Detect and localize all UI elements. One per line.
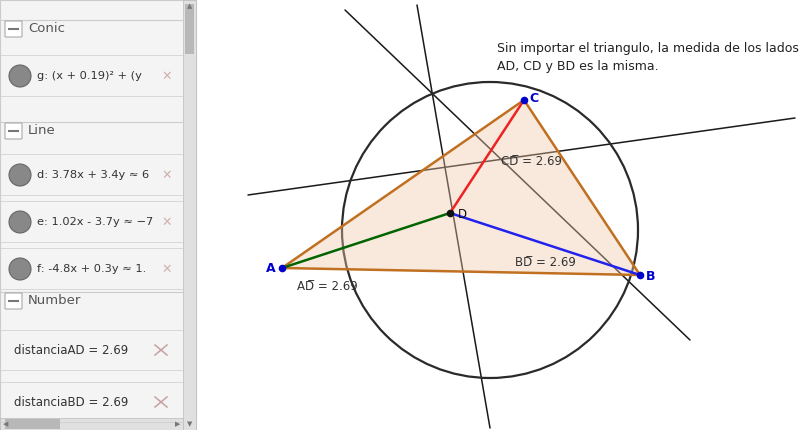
Text: ✕: ✕ <box>162 169 172 181</box>
Text: D: D <box>458 208 467 221</box>
Text: B: B <box>646 270 656 283</box>
Text: CD̅ = 2.69: CD̅ = 2.69 <box>501 155 562 168</box>
Bar <box>0 418 183 430</box>
FancyBboxPatch shape <box>5 123 22 139</box>
Text: Line: Line <box>28 125 56 138</box>
FancyBboxPatch shape <box>5 293 22 309</box>
Text: e: 1.02x - 3.7y ≈ −7: e: 1.02x - 3.7y ≈ −7 <box>37 217 154 227</box>
Polygon shape <box>282 100 640 275</box>
Circle shape <box>9 65 31 87</box>
Bar <box>5 419 60 429</box>
Bar <box>183 0 196 430</box>
Text: g: (x + 0.19)² + (y: g: (x + 0.19)² + (y <box>37 71 142 81</box>
Text: ▲: ▲ <box>187 3 192 9</box>
Text: ✕: ✕ <box>162 215 172 228</box>
Text: BD̅ = 2.69: BD̅ = 2.69 <box>515 255 576 268</box>
Text: Conic: Conic <box>28 22 65 36</box>
Circle shape <box>9 258 31 280</box>
Circle shape <box>9 164 31 186</box>
Text: d: 3.78x + 3.4y ≈ 6: d: 3.78x + 3.4y ≈ 6 <box>37 170 149 180</box>
Text: Sin importar el triangulo, la medida de los lados
AD, CD y BD es la misma.: Sin importar el triangulo, la medida de … <box>497 42 799 73</box>
Text: distanciaAD = 2.69: distanciaAD = 2.69 <box>14 344 128 356</box>
Text: distanciaBD = 2.69: distanciaBD = 2.69 <box>14 396 128 408</box>
Text: Number: Number <box>28 295 82 307</box>
Text: ✕: ✕ <box>162 70 172 83</box>
Text: ▼: ▼ <box>187 421 192 427</box>
Text: AD̅ = 2.69: AD̅ = 2.69 <box>297 280 358 292</box>
Circle shape <box>9 211 31 233</box>
Text: f: -4.8x + 0.3y ≈ 1.: f: -4.8x + 0.3y ≈ 1. <box>37 264 146 274</box>
Text: A: A <box>266 262 276 276</box>
Text: ✕: ✕ <box>162 262 172 276</box>
Bar <box>0 0 196 430</box>
Text: ▶: ▶ <box>174 421 180 427</box>
Bar <box>185 4 194 54</box>
FancyBboxPatch shape <box>5 21 22 37</box>
Text: ◀: ◀ <box>3 421 8 427</box>
Text: C: C <box>530 92 538 105</box>
